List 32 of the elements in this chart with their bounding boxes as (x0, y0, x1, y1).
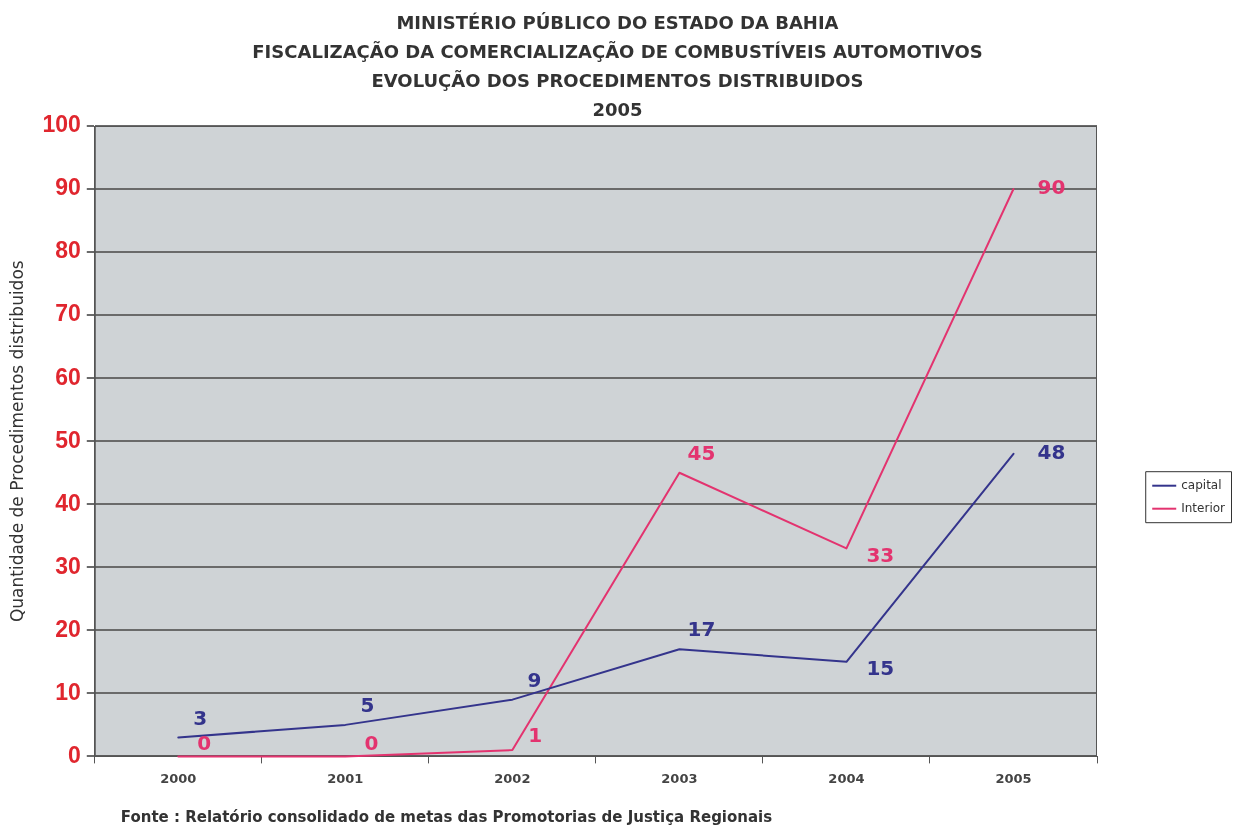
y-tick-label: 100 (42, 111, 81, 138)
data-label: 0 (364, 730, 379, 755)
y-tick-label: 30 (55, 552, 81, 579)
x-tick-label: 2000 (160, 770, 197, 786)
legend-label: capital (1181, 477, 1222, 492)
y-tick-label: 20 (55, 615, 81, 642)
y-tick-label: 60 (55, 363, 81, 390)
source-note: Fonte : Relatório consolidado de metas das Promotorias de Justiça Regionais (120, 807, 773, 826)
y-tick-label: 40 (55, 489, 81, 516)
y-axis-title: Quantidade de Procedimentos distribuidos (6, 260, 27, 623)
y-tick-label: 0 (67, 741, 81, 768)
data-label: 33 (866, 542, 895, 567)
x-tick-label: 2001 (327, 770, 364, 786)
y-tick-label: 10 (55, 678, 81, 705)
data-label: 15 (866, 656, 895, 681)
data-label: 3 (193, 705, 208, 730)
data-label: 45 (687, 440, 716, 465)
x-tick-label: 2004 (828, 770, 865, 786)
y-tick-label: 50 (55, 426, 81, 453)
legend-label: Interior (1181, 500, 1226, 515)
data-label: 1 (528, 723, 543, 748)
y-tick-label: 80 (55, 237, 81, 264)
data-label: 9 (527, 667, 542, 692)
y-tick-label: 70 (55, 300, 81, 327)
chart-title: MINISTÉRIO PÚBLICO DO ESTADO DA BAHIA FISCALIZAÇÃO DA COMERCIALIZAÇÃO DE COMBUSTÍVEIS AUTOMOTIVOS EVOLUÇÃO DOS PROCEDIMENTOS DISTRIBUIDOS 2005 (252, 11, 983, 120)
data-label: 5 (360, 693, 375, 718)
data-label: 48 (1037, 440, 1066, 465)
y-tick-label: 90 (55, 174, 81, 201)
data-label: 0 (197, 730, 212, 755)
x-tick-label: 2005 (995, 770, 1032, 786)
x-tick-label: 2003 (661, 770, 698, 786)
x-tick-label: 2002 (494, 770, 531, 786)
